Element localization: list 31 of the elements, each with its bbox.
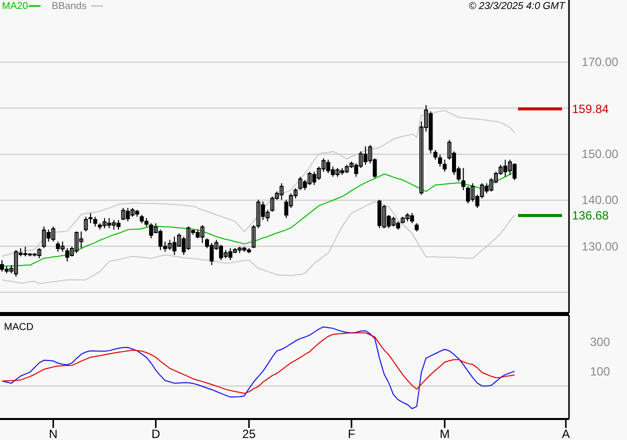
ref-line-label: 136.68 [572, 208, 610, 223]
candlestick [144, 218, 148, 227]
legend-label: MA20 [2, 1, 29, 12]
y-tick-label: 140.00 [582, 193, 619, 208]
y-tick-label: 300 [590, 335, 610, 350]
x-tick-label: A [562, 427, 570, 440]
y-tick-label: 130.00 [582, 239, 619, 254]
line-series [2, 332, 516, 394]
candlestick [93, 216, 98, 227]
x-tick-label: D [151, 427, 160, 440]
x-tick-label: F [348, 427, 356, 440]
annotation: © 23/3/2025 4:0 GMT [468, 1, 566, 12]
candlestick [438, 154, 442, 168]
candlestick [442, 159, 447, 172]
x-tick-label: 25 [242, 427, 256, 440]
line-series [2, 172, 516, 268]
legend-label: BBands [52, 1, 87, 12]
text: MACD [4, 322, 34, 333]
ref-line-label: 159.84 [572, 102, 610, 116]
candlestick [246, 248, 251, 254]
y-tick-label: 170.00 [582, 55, 619, 70]
candlestick [433, 150, 438, 160]
candlestick [414, 222, 419, 232]
candlestick [461, 168, 466, 191]
candlestick [88, 212, 93, 224]
y-tick-label: 100 [590, 364, 610, 378]
x-tick-label: N [48, 427, 58, 440]
candlestick [252, 224, 256, 249]
y-tick-label: 150.00 [582, 147, 619, 162]
x-tick-label: M [440, 427, 450, 440]
candlestick [84, 216, 88, 232]
